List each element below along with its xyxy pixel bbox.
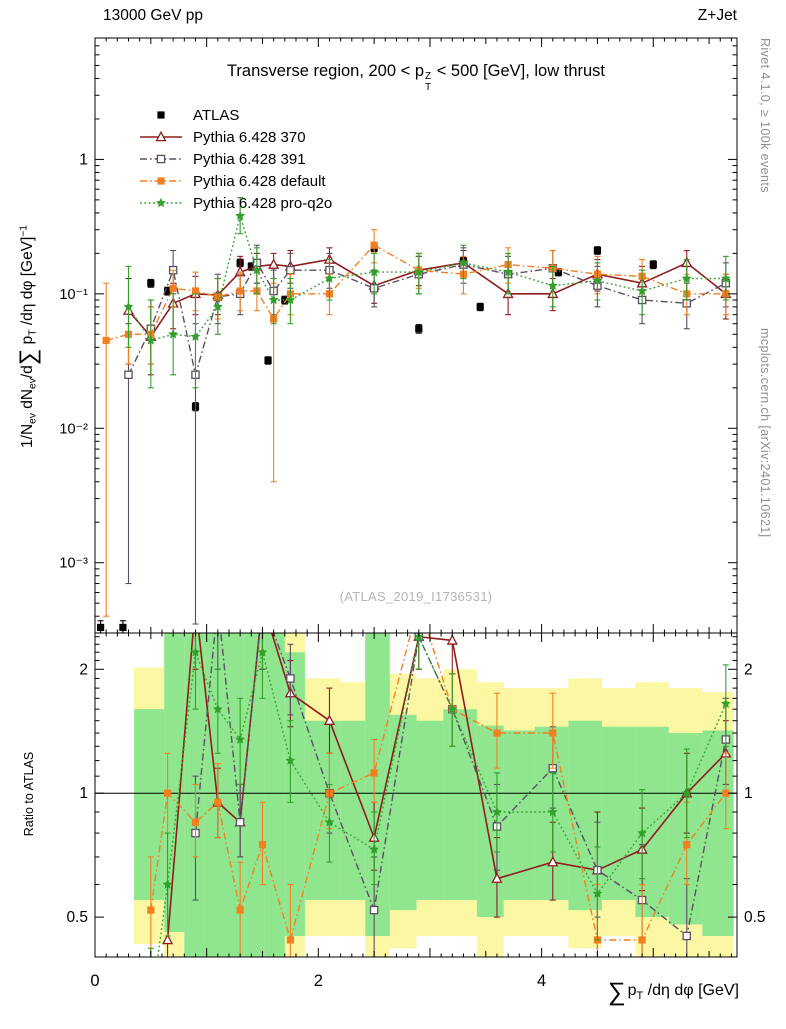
svg-text:10⁻¹: 10⁻¹ [59,287,88,303]
legend: ATLAS Pythia 6.428 370 Pythia 6.428 391 Pyt… [138,104,332,214]
legend-item-pythia-6-428-default: Pythia 6.428 default [138,170,332,192]
ratio-uncertainty-bands [134,633,734,957]
plot-title-pre: Transverse region, 200 < p [226,62,425,80]
band-green [184,633,205,957]
axis-tick-labels: 1 10⁻¹ 10⁻² 10⁻³ 2 2 1 1 0.5 0.5 0 2 4 [59,151,765,990]
x-label-p: p [627,982,637,999]
axis-ticks [94,37,737,958]
x-label-sub: T [636,990,644,1003]
band-green [443,709,477,901]
band-green [389,714,417,911]
band-green [204,633,225,957]
series-main-pythia-6-428-default [102,229,730,617]
svg-text:0.5: 0.5 [744,909,766,926]
svg-text:10⁻²: 10⁻² [59,421,88,437]
ylabel-part: −1 [18,225,30,237]
ylabel-part: ev [27,378,39,389]
ylabel-part: ∑ [14,348,41,366]
series-main-atlas [96,243,657,633]
band-green [224,633,245,957]
ylabel-part: p [19,335,37,349]
sum-symbol: ∑ [607,978,626,1006]
ratio-panel-frame [94,632,738,958]
legend-marker-pythia-6-428-370 [140,130,182,142]
band-green [284,652,305,936]
series-main-pythia-6-428-391 [124,244,731,625]
ylabel-part: /dη dφ [GeV] [19,236,37,330]
band-green [304,720,341,901]
rivet-version-label: Rivet 4.1.0, ≥ 100k events [758,38,772,193]
series-main-pythia-6-428-370 [122,247,732,376]
ylabel-part: 1/N [19,423,37,448]
svg-text:10⁻³: 10⁻³ [59,556,88,572]
band-green [244,633,265,957]
band-green [601,726,636,901]
band-green [568,720,602,911]
legend-label: ATLAS [193,106,240,124]
ylabel-part: /d [19,365,37,379]
legend-item-atlas: ATLAS [138,104,332,126]
svg-text:2: 2 [79,661,88,678]
beam-energy-label: 13000 GeV pp [103,7,203,24]
legend-label: Pythia 6.428 391 [193,150,306,168]
legend-item-pythia-6-428-370: Pythia 6.428 370 [138,126,332,148]
ylabel-part: dN [19,388,37,414]
series-ratio-pythia-6-428-pro-q2o [147,633,731,957]
x-label-post: /dη dφ [GeV] [643,982,739,999]
legend-marker-atlas [157,111,165,119]
legend-marker-pythia-6-428-391 [140,154,182,164]
ylabel-part: ev [27,413,39,424]
legend-item-pythia-6-428-pro-q2o: Pythia 6.428 pro-q2o [138,192,332,214]
series-main-pythia-6-428-pro-q2o [123,197,731,389]
legend-label: Pythia 6.428 pro-q2o [193,194,333,212]
legend-marker-pythia-6-428-pro-q2o [140,197,182,208]
band-green [340,720,366,901]
svg-text:0.5: 0.5 [66,909,88,926]
band-green [164,633,185,933]
mcplots-arxiv-label: mcplots.cern.ch [arXiv:2401.10621] [758,328,772,538]
plot-title-post: < 500 [GeV], low thrust [432,62,606,80]
band-green [476,725,504,918]
x-axis-label: ∑ pT /dη dφ [GeV] [608,978,739,1007]
svg-text:0: 0 [90,972,99,990]
pt-subscript: T [425,81,432,93]
svg-text:2: 2 [744,661,753,678]
band-green [668,733,703,925]
ratio-y-axis-label: Ratio to ATLAS [22,751,36,837]
band-green [264,633,285,957]
ylabel-part: T [27,329,39,336]
band-green [134,709,165,901]
legend-label: Pythia 6.428 370 [193,128,306,146]
legend-item-pythia-6-428-391: Pythia 6.428 391 [138,148,332,170]
band-green [416,720,444,901]
svg-text:1: 1 [79,151,88,168]
legend-label: Pythia 6.428 default [193,172,326,190]
main-y-axis-label: 1/Nev dNev/d∑ pT /dη dφ [GeV]−1 [15,37,42,637]
svg-text:1: 1 [744,785,753,802]
analysis-watermark: (ATLAS_2019_I1736531) [339,589,493,604]
pt-superscript: Z [425,71,432,82]
svg-text:2: 2 [314,972,323,990]
process-label: Z+Jet [697,7,737,24]
svg-text:1: 1 [79,785,88,802]
svg-text:4: 4 [537,972,546,990]
legend-marker-pythia-6-428-default [140,177,182,185]
